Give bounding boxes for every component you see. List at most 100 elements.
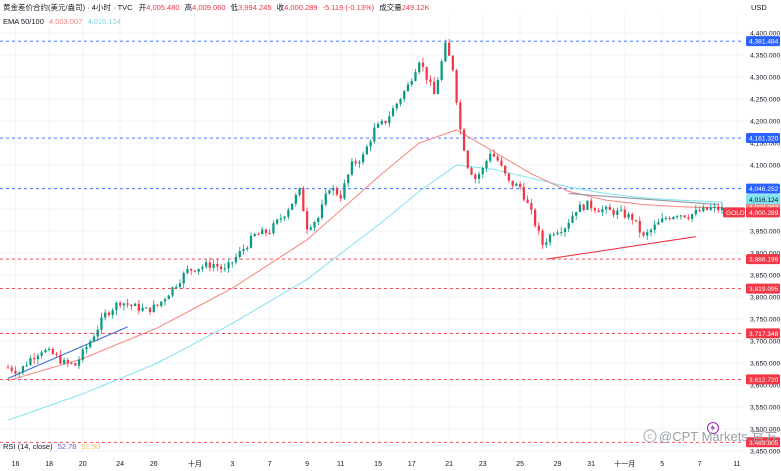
candle-body — [253, 233, 256, 236]
candle-body — [526, 199, 529, 204]
candle-body — [197, 268, 200, 272]
candle-body — [309, 227, 312, 230]
price-tick-label: 4,350.000 — [750, 53, 780, 60]
level-price-tag-bg — [746, 36, 780, 47]
price-axis[interactable]: 3,450.000 3,500.000 3,550.000 3,600.000 3,65… — [744, 0, 781, 471]
candle-body — [178, 283, 182, 287]
time-tick-label: 11 — [337, 461, 344, 468]
level-price-tag: 4,161.320 — [749, 136, 779, 143]
candle-body — [586, 200, 589, 210]
candle-body — [133, 303, 137, 307]
price-tick-label: 4,100.000 — [750, 163, 780, 170]
candle-body — [679, 215, 683, 217]
candle-body — [25, 365, 28, 367]
candle-body — [713, 206, 716, 208]
price-tick-label: 3,700.000 — [750, 339, 780, 346]
price-tick-label: 3,600.000 — [750, 383, 780, 390]
level-price-tag: 3,717.348 — [749, 331, 779, 338]
trendlines[interactable] — [7, 193, 719, 379]
candle-body — [552, 234, 555, 236]
candle-body — [354, 161, 357, 164]
time-axis[interactable]: 16 18 20 24 26 十月 3 7 9 11 15 17 21 23 25 29 31 十一月 5 7 11 — [12, 459, 741, 468]
candle-body — [653, 224, 656, 230]
time-tick-label: 21 — [445, 461, 453, 468]
candle-body — [705, 207, 709, 210]
price-tick-label: 3,750.000 — [750, 317, 780, 324]
candle-body — [272, 223, 275, 234]
candle-body — [687, 217, 690, 219]
candle-body — [489, 153, 492, 161]
price-tick-label: 4,300.000 — [750, 75, 780, 82]
price-tick-label: 3,450.000 — [750, 449, 780, 456]
candle-body — [466, 150, 469, 168]
candle-body — [627, 213, 630, 218]
level-price-tag-bg — [746, 437, 780, 448]
candle-body — [51, 348, 54, 354]
candle-body — [279, 218, 283, 220]
candle-body — [575, 211, 578, 216]
candle-body — [294, 194, 297, 204]
alert-icon[interactable] — [707, 422, 719, 434]
candle-body — [612, 209, 615, 215]
candle-body — [347, 174, 350, 184]
level-price-tag-bg — [746, 374, 780, 385]
candle-body — [137, 303, 140, 311]
candle-body — [522, 187, 525, 200]
time-tick-label: 26 — [150, 461, 158, 468]
candle-body — [205, 262, 208, 267]
candle-body — [530, 203, 533, 210]
candle-body — [339, 194, 342, 199]
candle-body — [208, 262, 211, 268]
price-tick-label: 4,400.000 — [750, 31, 780, 38]
time-tick-label: 17 — [408, 461, 416, 468]
candle-body — [167, 295, 170, 300]
candle-body — [661, 218, 664, 223]
candle-body — [36, 355, 40, 360]
last-price-tag-bg — [746, 207, 780, 218]
candle-body — [111, 310, 114, 316]
time-tick-label: 23 — [479, 461, 487, 468]
time-tick-label: 十月 — [188, 459, 202, 468]
candle-body — [40, 352, 43, 356]
candle-body — [537, 225, 540, 231]
candle-body — [18, 372, 21, 374]
candle-body — [410, 80, 413, 85]
candle-body — [563, 228, 567, 232]
candle-body — [264, 229, 268, 233]
candle-body — [500, 160, 503, 166]
candle-body — [29, 358, 32, 366]
candle-body — [175, 286, 178, 288]
candle-body — [21, 366, 25, 373]
candle-body — [649, 229, 653, 233]
time-tick-label: 7 — [698, 461, 702, 468]
candle-body — [481, 168, 484, 175]
candle-body — [332, 188, 335, 191]
candle-body — [470, 167, 473, 175]
candle-body — [283, 216, 286, 219]
candle-body — [10, 367, 13, 371]
time-tick-label: 15 — [374, 461, 382, 468]
time-tick-label: 5 — [660, 461, 664, 468]
candle-body — [59, 354, 62, 364]
candle-body — [533, 209, 537, 226]
candle-body — [182, 273, 185, 284]
level-price-tag: 4,381.484 — [749, 39, 779, 46]
plot-background — [0, 0, 744, 471]
candle-body — [302, 188, 305, 212]
time-tick-label: 31 — [587, 461, 595, 468]
currency-label: USD — [751, 3, 767, 12]
candle-body — [145, 307, 148, 309]
horizontal-levels[interactable] — [0, 40, 744, 443]
candle-body — [373, 127, 376, 142]
candle-body — [616, 210, 619, 215]
candle-body — [261, 229, 264, 235]
candle-body — [548, 234, 552, 243]
candle-body — [238, 251, 241, 257]
candle-body — [92, 336, 96, 342]
candle-body — [604, 206, 608, 210]
time-tick-label: 18 — [45, 461, 53, 468]
time-tick-label: 24 — [116, 461, 124, 468]
level-price-tag-bg — [746, 283, 780, 294]
price-tick-label: 3,900.000 — [750, 251, 780, 258]
